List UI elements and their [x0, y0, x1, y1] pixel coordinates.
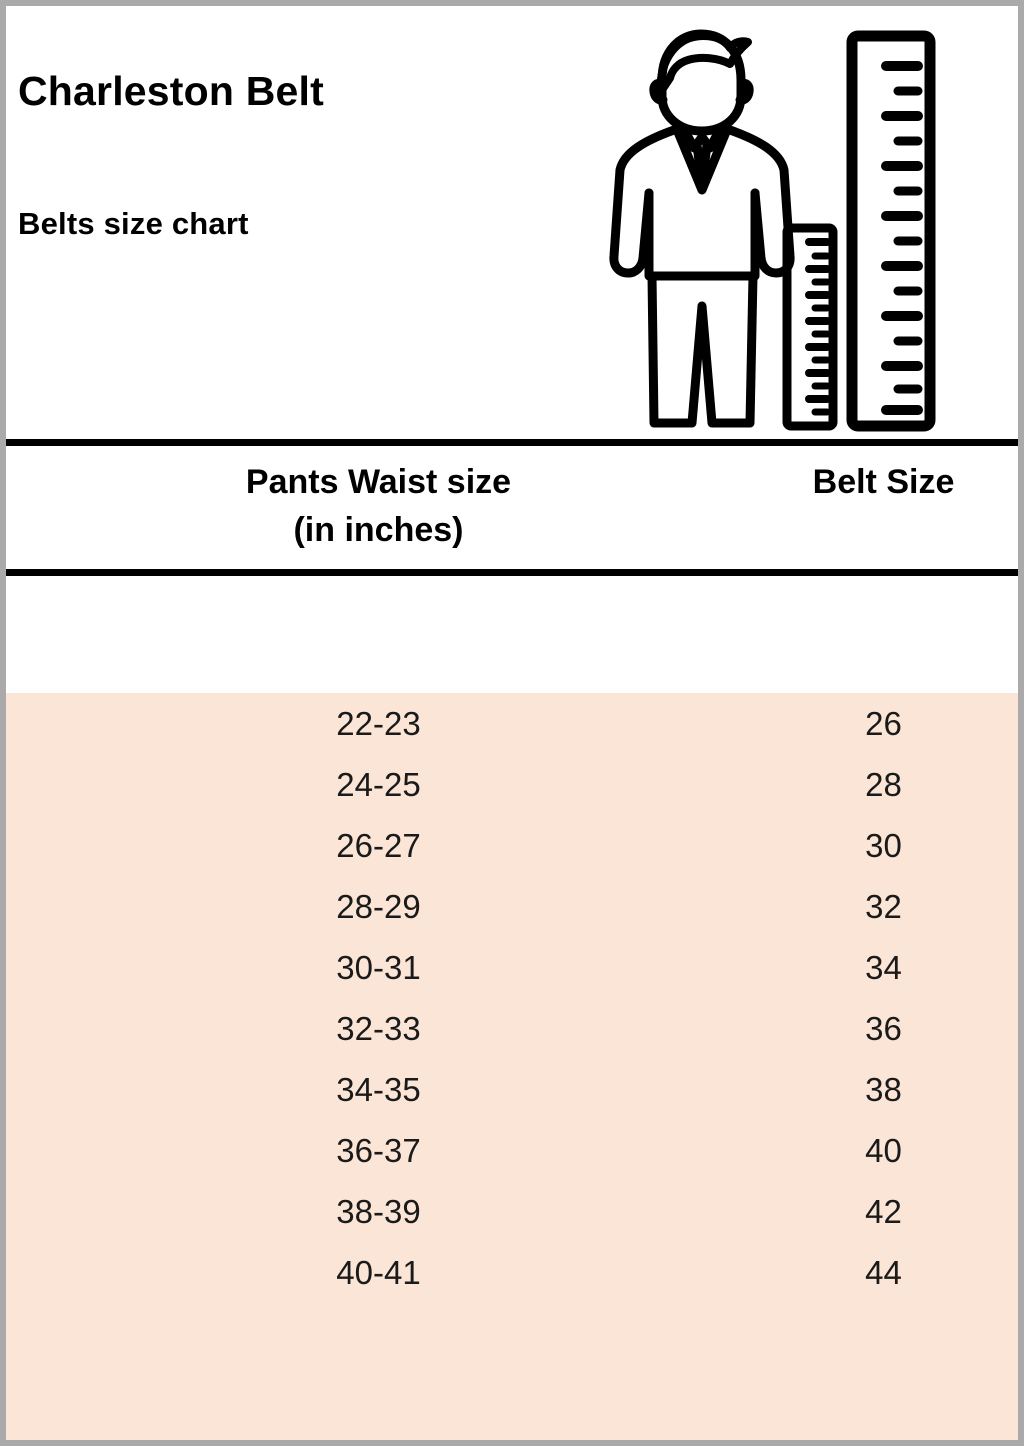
size-table-body: 22-23 26 24-25 28 26-27 30 28-29 32 30-31 34 32-33… [6, 693, 1018, 1440]
table-row: 32-33 36 [6, 998, 1018, 1059]
cell-belt-size: 26 [865, 705, 902, 742]
cell-belt-size: 44 [865, 1254, 902, 1291]
cell-belt-size: 42 [865, 1193, 902, 1230]
illustration-svg [609, 29, 936, 432]
cell-belt-size: 38 [865, 1071, 902, 1108]
page-subtitle: Belts size chart [18, 206, 249, 241]
table-row: 24-25 28 [6, 754, 1018, 815]
table-row: 36-37 40 [6, 1120, 1018, 1181]
column-header-waist-line2: (in inches) [293, 511, 464, 549]
column-header-waist: Pants Waist size (in inches) [106, 458, 651, 554]
cell-waist-size: 28-29 [336, 888, 421, 925]
cell-waist-size: 32-33 [336, 1010, 421, 1047]
cell-belt-size: 36 [865, 1010, 902, 1047]
cell-waist-size: 22-23 [336, 705, 421, 742]
header-block: Charleston Belt Belts size chart [6, 6, 1018, 437]
cell-belt-size: 30 [865, 827, 902, 864]
small-ruler-icon [782, 223, 838, 431]
cell-waist-size: 24-25 [336, 766, 421, 803]
cell-belt-size: 34 [865, 949, 902, 986]
column-header-belt: Belt Size [706, 458, 1018, 506]
table-row: 38-39 42 [6, 1181, 1018, 1242]
column-header-belt-label: Belt Size [812, 463, 955, 501]
cell-waist-size: 40-41 [336, 1254, 421, 1291]
large-ruler-icon [846, 30, 936, 432]
cell-waist-size: 30-31 [336, 949, 421, 986]
size-table-rows: 22-23 26 24-25 28 26-27 30 28-29 32 30-31 34 32-33… [6, 693, 1018, 1303]
table-top-rule [6, 439, 1018, 446]
table-row: 40-41 44 [6, 1242, 1018, 1303]
table-row: 22-23 26 [6, 693, 1018, 754]
cell-belt-size: 32 [865, 888, 902, 925]
cell-waist-size: 34-35 [336, 1071, 421, 1108]
table-row: 34-35 38 [6, 1059, 1018, 1120]
column-header-waist-line1: Pants Waist size [245, 463, 512, 501]
table-row: 26-27 30 [6, 815, 1018, 876]
man-in-suit-icon [609, 29, 795, 428]
cell-waist-size: 26-27 [336, 827, 421, 864]
cell-belt-size: 28 [865, 766, 902, 803]
table-row: 30-31 34 [6, 937, 1018, 998]
page-title: Charleston Belt [18, 68, 324, 114]
size-illustration [606, 18, 946, 436]
cell-belt-size: 40 [865, 1132, 902, 1169]
cell-waist-size: 38-39 [336, 1193, 421, 1230]
table-row: 28-29 32 [6, 876, 1018, 937]
cell-waist-size: 36-37 [336, 1132, 421, 1169]
table-header-rule [6, 569, 1018, 576]
